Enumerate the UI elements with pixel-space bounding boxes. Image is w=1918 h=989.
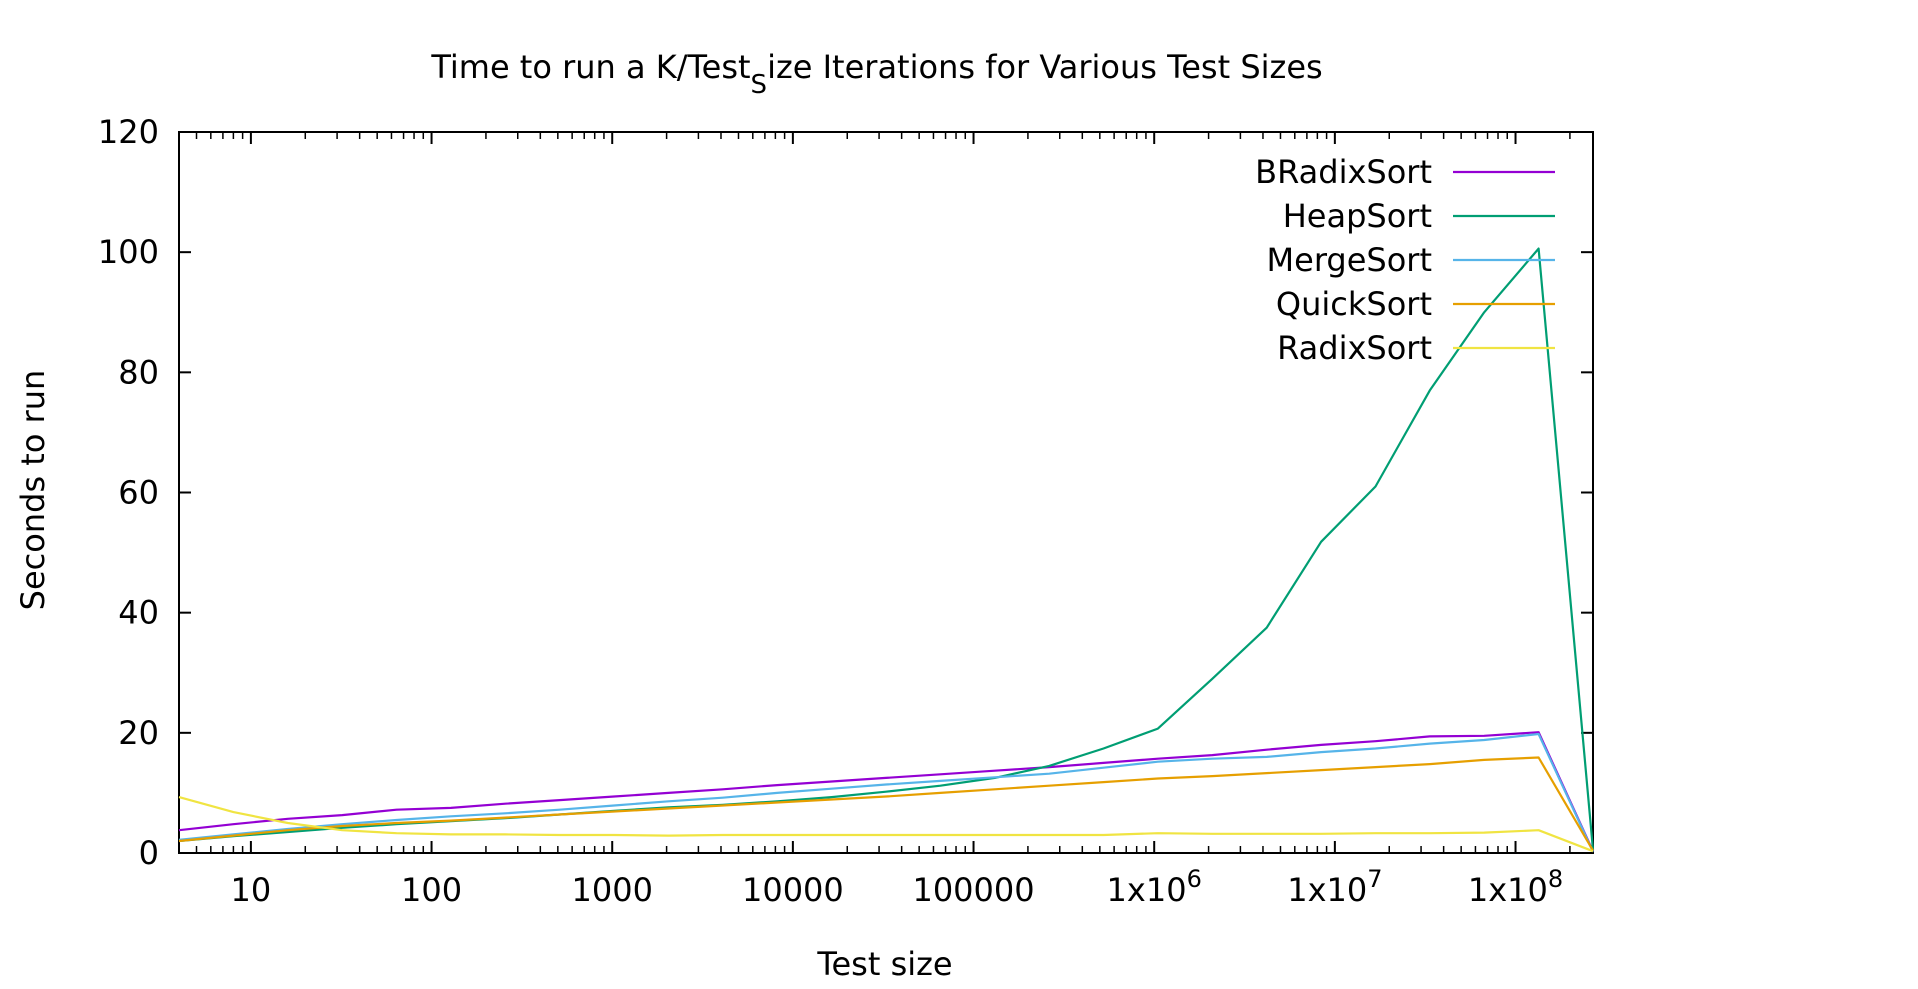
x-axis-title: Test size	[816, 945, 952, 983]
y-tick-label: 60	[118, 474, 159, 512]
chart-title: Time to run a K/TestSize Iterations for …	[430, 48, 1322, 100]
y-axis-title: Seconds to run	[14, 370, 52, 611]
x-tick-label: 1x106	[1107, 865, 1202, 909]
y-tick-label: 100	[98, 233, 159, 271]
series-line-radixsort	[178, 796, 1594, 853]
x-tick-label-exponent: 8	[1548, 865, 1563, 893]
legend-label-bradixsort: BRadixSort	[1255, 153, 1432, 191]
x-tick-label: 1x107	[1287, 865, 1382, 909]
legend-label-heapsort: HeapSort	[1283, 197, 1432, 235]
x-tick-label-exponent: 7	[1367, 865, 1382, 893]
chart-title-subscript: S	[751, 70, 768, 100]
x-tick-label: 100	[401, 871, 462, 909]
legend-label-radixsort: RadixSort	[1277, 329, 1432, 367]
chart-title-main: Time to run a K/Test	[430, 48, 750, 86]
y-tick-label: 80	[118, 353, 159, 391]
y-tick-label: 20	[118, 714, 159, 752]
y-tick-label: 40	[118, 594, 159, 632]
y-tick-label: 120	[98, 113, 159, 151]
x-tick-label-exponent: 6	[1187, 865, 1202, 893]
legend-label-mergesort: MergeSort	[1267, 241, 1432, 279]
legend-label-quicksort: QuickSort	[1276, 285, 1432, 323]
series-line-bradixsort	[178, 731, 1595, 852]
plot-area: 0 20 40 60 80 100 120 10 100 1000 10000 100000 1x106…	[98, 113, 1595, 909]
x-tick-label: 10	[231, 871, 272, 909]
series-line-quicksort	[178, 756, 1594, 852]
x-tick-label: 100000	[912, 871, 1034, 909]
chart-title-suffix: ize Iterations for Various Test Sizes	[767, 48, 1323, 86]
y-tick-label: 0	[139, 834, 159, 872]
x-tick-label: 10000	[742, 871, 844, 909]
legend: BRadixSort HeapSort MergeSort QuickSort Radi…	[1255, 153, 1555, 367]
x-tick-label: 1000	[571, 871, 652, 909]
series-line-mergesort	[178, 732, 1594, 853]
x-tick-label: 1x108	[1468, 865, 1563, 909]
